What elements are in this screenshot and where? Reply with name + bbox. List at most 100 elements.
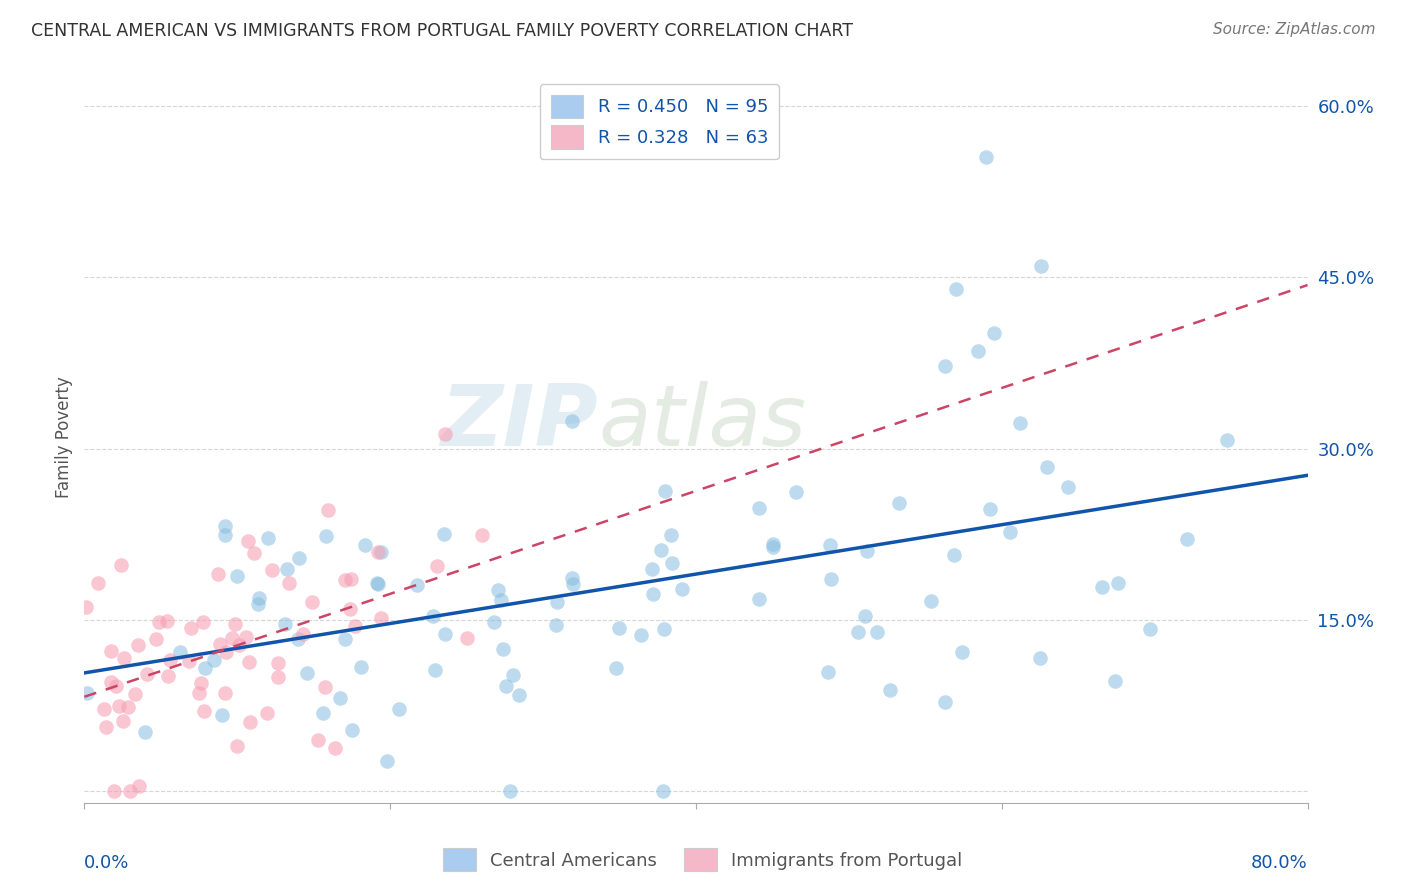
Legend: Central Americans, Immigrants from Portugal: Central Americans, Immigrants from Portu… [436, 841, 970, 879]
Point [1139, 622, 1161, 636]
Point [561, 577, 583, 591]
Point [224, 617, 246, 632]
Point [641, 562, 664, 576]
Point [103, 784, 125, 798]
Point [127, 638, 149, 652]
Point [194, 661, 217, 675]
Point [502, 667, 524, 681]
Point [762, 540, 785, 554]
Point [314, 680, 336, 694]
Point [661, 528, 683, 542]
Point [333, 573, 356, 587]
Point [128, 779, 150, 793]
Point [974, 150, 997, 164]
Point [221, 632, 243, 646]
Point [287, 550, 309, 565]
Text: Source: ZipAtlas.com: Source: ZipAtlas.com [1212, 22, 1375, 37]
Point [177, 654, 200, 668]
Point [225, 568, 247, 582]
Point [108, 699, 131, 714]
Point [215, 645, 238, 659]
Point [605, 660, 627, 674]
Point [433, 426, 456, 441]
Point [945, 281, 967, 295]
Point [561, 414, 583, 428]
Point [193, 704, 215, 718]
Point [491, 642, 513, 657]
Point [387, 702, 409, 716]
Point [1008, 416, 1031, 430]
Point [422, 608, 444, 623]
Point [1091, 580, 1114, 594]
Point [276, 562, 298, 576]
Point [211, 707, 233, 722]
Point [370, 610, 392, 624]
Point [650, 542, 672, 557]
Point [879, 682, 901, 697]
Point [118, 784, 141, 798]
Point [366, 575, 388, 590]
Point [256, 706, 278, 721]
Point [157, 669, 180, 683]
Point [1104, 673, 1126, 688]
Point [484, 615, 506, 629]
Point [434, 627, 457, 641]
Point [287, 632, 309, 646]
Point [630, 628, 652, 642]
Point [333, 632, 356, 646]
Point [508, 688, 530, 702]
Point [818, 538, 841, 552]
Point [316, 503, 339, 517]
Point [652, 784, 675, 798]
Point [267, 670, 290, 684]
Point [312, 706, 335, 720]
Point [110, 558, 132, 572]
Point [228, 638, 250, 652]
Point [747, 500, 769, 515]
Point [148, 615, 170, 629]
Point [274, 617, 297, 632]
Point [214, 519, 236, 533]
Point [354, 538, 377, 552]
Point [112, 651, 135, 665]
Point [405, 578, 427, 592]
Point [817, 665, 839, 679]
Point [350, 660, 373, 674]
Point [207, 567, 229, 582]
Point [748, 591, 770, 606]
Point [104, 679, 127, 693]
Point [214, 686, 236, 700]
Point [785, 484, 807, 499]
Point [934, 696, 956, 710]
Point [100, 675, 122, 690]
Point [75, 600, 97, 615]
Point [652, 622, 675, 636]
Point [295, 665, 318, 680]
Point [471, 528, 494, 542]
Point [236, 534, 259, 549]
Point [456, 631, 478, 645]
Point [546, 594, 568, 608]
Point [889, 496, 911, 510]
Point [607, 621, 630, 635]
Point [820, 572, 842, 586]
Point [661, 556, 683, 570]
Point [156, 615, 179, 629]
Text: 0.0%: 0.0% [84, 854, 129, 872]
Point [1056, 480, 1078, 494]
Point [124, 687, 146, 701]
Point [1175, 533, 1198, 547]
Point [308, 733, 330, 747]
Point [866, 624, 889, 639]
Point [1029, 259, 1052, 273]
Point [920, 594, 942, 608]
Point [225, 739, 247, 753]
Point [942, 548, 965, 562]
Y-axis label: Family Poverty: Family Poverty [55, 376, 73, 498]
Point [117, 700, 139, 714]
Point [159, 652, 181, 666]
Point [370, 545, 392, 559]
Point [277, 576, 299, 591]
Point [292, 626, 315, 640]
Point [187, 685, 209, 699]
